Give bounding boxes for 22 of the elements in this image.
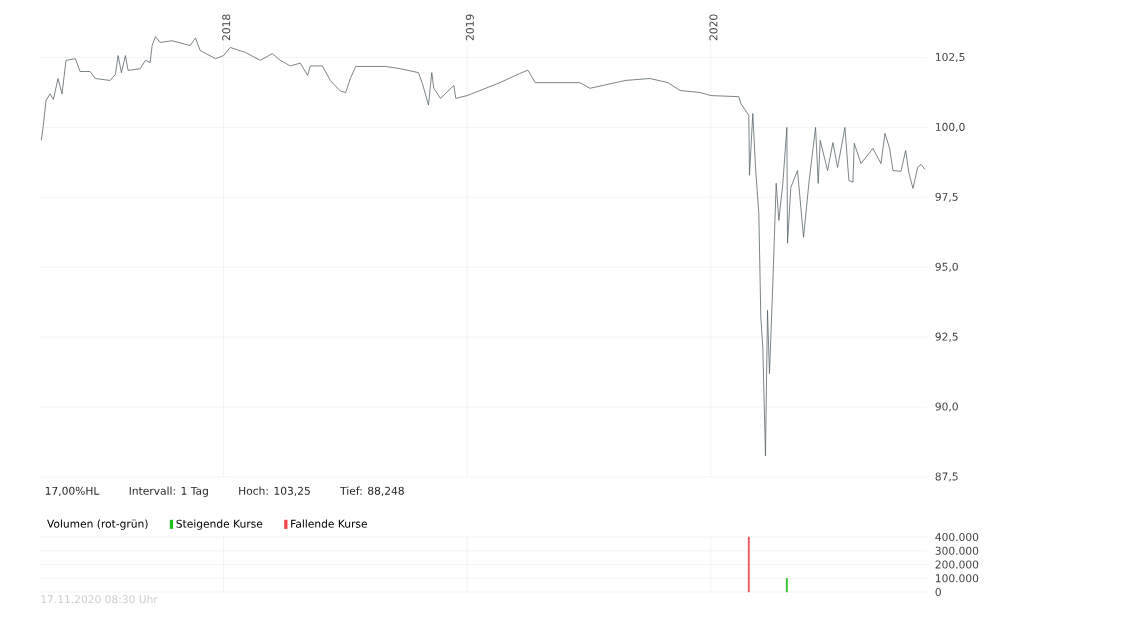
y-tick-label: 92,5: [935, 332, 958, 342]
y-tick-label: 200.000: [935, 560, 979, 569]
legend-label: Fallende Kurse: [291, 519, 368, 528]
y-tick-label: 0: [935, 587, 941, 597]
text: Tief: 88,248: [340, 486, 404, 496]
legend-label: Steigende Kurse: [176, 519, 263, 530]
text: 17,00%HL: [45, 486, 100, 496]
y-tick-label: 100.000: [936, 574, 979, 583]
x-tick-label: 2020: [709, 14, 718, 41]
y-tick-label: 87,5: [935, 472, 958, 482]
text: Hoch: 103,25: [239, 486, 310, 496]
y-tick-label: 95,0: [935, 262, 958, 272]
text: Intervall: 1 Tag: [129, 486, 208, 497]
y-tick-label: 102,5: [936, 52, 965, 63]
x-tick-label: 2018: [222, 14, 231, 41]
y-tick-label: 97,5: [935, 192, 958, 202]
y-tick-label: 100,0: [936, 122, 965, 133]
legend-title: Volumen (rot-grün): [47, 519, 148, 530]
x-tick-label: 2019: [465, 14, 474, 41]
y-tick-label: 300.000: [935, 546, 979, 555]
y-tick-label: 90,0: [935, 402, 958, 412]
y-tick-label: 400.000: [935, 532, 979, 542]
